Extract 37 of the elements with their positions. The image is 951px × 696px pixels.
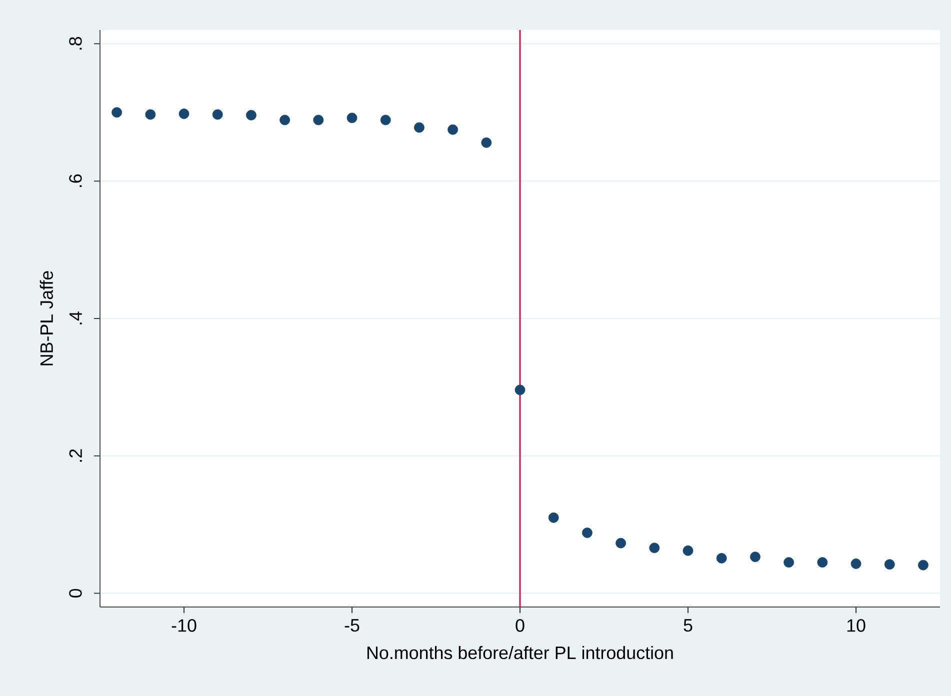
point (246, 110, 256, 120)
x-tick-label: 10 (847, 619, 866, 632)
point (548, 512, 559, 523)
point (682, 545, 694, 556)
point (414, 122, 424, 133)
y-tick-label: 0 (69, 588, 82, 598)
point (280, 114, 290, 126)
y-tick-label: .4 (69, 312, 82, 324)
y-tick-label: .2 (69, 449, 82, 462)
x-tick-label: 5 (684, 619, 692, 632)
point (178, 108, 190, 119)
y-axis-title: NB-PL Jaffe (40, 271, 53, 366)
point (448, 124, 458, 135)
point (616, 538, 626, 548)
point (346, 112, 358, 124)
point (750, 552, 760, 562)
point (145, 109, 156, 120)
x-axis-title: No.months before/after PL introduction (367, 646, 673, 660)
x-tick-label: 0 (516, 619, 524, 632)
point (784, 557, 794, 568)
point (112, 107, 122, 118)
point (481, 137, 492, 148)
point (716, 553, 727, 564)
point (514, 384, 526, 396)
y-tick-label: .8 (69, 37, 82, 50)
point (582, 528, 592, 538)
x-tick-label: -10 (172, 619, 196, 632)
point (850, 558, 862, 569)
point (649, 542, 660, 554)
point (918, 560, 928, 570)
x-tick-label: -5 (344, 619, 360, 632)
point (884, 559, 895, 570)
point (212, 109, 223, 120)
point (817, 557, 828, 568)
point (380, 114, 391, 126)
point (313, 114, 324, 126)
y-tick-label: .6 (69, 174, 82, 187)
